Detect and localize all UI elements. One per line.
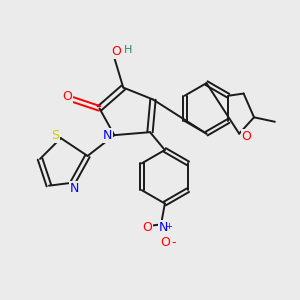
Text: N: N (159, 221, 168, 234)
Text: O: O (142, 221, 152, 234)
Text: H: H (124, 45, 132, 56)
Text: S: S (51, 129, 59, 142)
Text: O: O (111, 45, 121, 58)
Text: -: - (171, 236, 175, 249)
Text: N: N (103, 129, 112, 142)
Text: O: O (62, 90, 72, 103)
Text: N: N (70, 182, 79, 195)
Text: O: O (242, 130, 251, 143)
Text: +: + (165, 222, 172, 231)
Text: O: O (160, 236, 170, 249)
